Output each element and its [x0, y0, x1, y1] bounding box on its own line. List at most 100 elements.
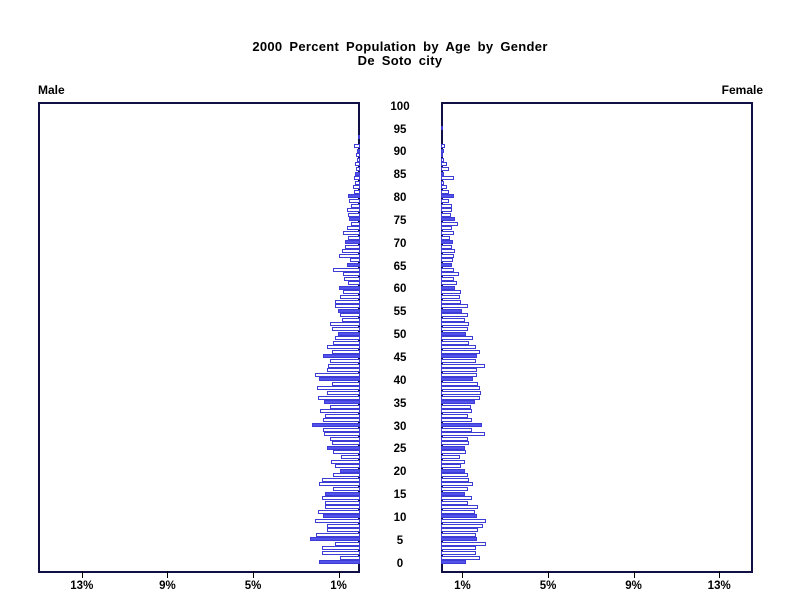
male-bar [342, 231, 360, 235]
female-bar [441, 299, 462, 304]
female-bar [441, 381, 479, 386]
female-bar [441, 263, 452, 267]
male-bar [321, 551, 360, 555]
female-bar [441, 322, 469, 327]
female-bar [441, 162, 448, 167]
male-bar [326, 528, 360, 533]
female-bar [441, 281, 457, 286]
female-bar [441, 418, 472, 423]
age-tick-label: 45 [393, 352, 407, 364]
male-bar [332, 441, 360, 446]
female-bar [441, 363, 485, 368]
female-bar [441, 409, 472, 414]
female-bar [441, 368, 478, 373]
male-bar [338, 285, 360, 290]
female-bar [441, 221, 459, 226]
female-bar [441, 395, 480, 400]
percent-tick [719, 571, 721, 578]
female-bar [441, 253, 454, 258]
male-bar [333, 340, 361, 345]
percent-tick-label: 9% [159, 580, 176, 592]
female-bar [441, 144, 446, 149]
female-bar [441, 226, 452, 231]
male-bar [326, 345, 360, 350]
female-bar [441, 551, 477, 555]
female-bar [441, 560, 466, 565]
female-bar [441, 359, 477, 363]
female-bar [441, 148, 445, 153]
male-bar [315, 519, 360, 523]
male-bar [339, 313, 360, 318]
age-tick-label: 0 [396, 557, 404, 570]
male-bar [322, 354, 360, 359]
female-bar [441, 336, 474, 341]
female-bar [441, 153, 444, 158]
male-bar [330, 404, 360, 409]
age-tick-label: 60 [393, 283, 407, 296]
male-axis-label: Male [38, 83, 65, 97]
percent-tick [548, 571, 549, 578]
female-bar [441, 523, 483, 528]
male-bar [342, 290, 360, 295]
male-bar [332, 327, 360, 331]
male-bar [318, 395, 360, 400]
percent-tick-label: 5% [539, 580, 557, 592]
male-bar [348, 281, 360, 286]
percent-tick [338, 571, 340, 578]
male-bar [354, 144, 360, 149]
female-bar [441, 445, 465, 450]
male-bar [339, 468, 360, 473]
age-tick-label: 80 [393, 192, 407, 204]
female-bar [441, 199, 449, 203]
female-bar [441, 464, 462, 469]
male-bar [321, 477, 360, 482]
male-bar [337, 308, 360, 313]
male-bar [318, 509, 360, 514]
female-bar [441, 308, 463, 313]
female-bar [441, 194, 454, 199]
male-bar [335, 336, 360, 341]
age-tick-label: 100 [390, 100, 410, 113]
female-bar [441, 231, 454, 235]
female-bar [441, 208, 452, 213]
male-bar [353, 176, 360, 181]
age-tick-label: 35 [393, 397, 407, 410]
age-tick-label: 70 [393, 237, 407, 250]
chart-title: 2000 Percent Population by Age by Gender… [0, 40, 800, 68]
male-bar [330, 436, 360, 441]
female-bar [441, 391, 481, 395]
age-tick-label: 50 [393, 329, 407, 342]
female-bar [441, 477, 469, 482]
female-bar [441, 541, 486, 546]
female-bar [441, 404, 471, 409]
male-bar [349, 217, 360, 222]
male-bar [350, 258, 360, 263]
age-tick-label: 55 [393, 306, 407, 319]
female-bar [441, 189, 449, 194]
male-bar [332, 349, 360, 354]
female-bar [441, 235, 450, 240]
male-bar [340, 455, 360, 459]
female-bar [441, 331, 466, 336]
female-bar [441, 537, 478, 542]
male-bar [357, 148, 360, 153]
age-tick-label: 90 [393, 146, 407, 159]
female-bar [441, 459, 465, 464]
percent-tick [633, 571, 635, 578]
female-bar [441, 491, 465, 496]
female-bar [441, 313, 468, 318]
male-bar [333, 487, 361, 491]
female-bar [441, 528, 479, 533]
male-bar [326, 368, 360, 373]
male-bar [356, 157, 360, 162]
female-bar [441, 249, 455, 254]
age-tick-label: 85 [393, 169, 407, 182]
female-bar [441, 171, 445, 176]
percent-tick [253, 571, 254, 578]
male-bar [335, 541, 360, 546]
female-bar [441, 345, 477, 350]
male-bar [322, 418, 360, 423]
female-bar [441, 482, 474, 487]
female-bar [441, 450, 466, 455]
